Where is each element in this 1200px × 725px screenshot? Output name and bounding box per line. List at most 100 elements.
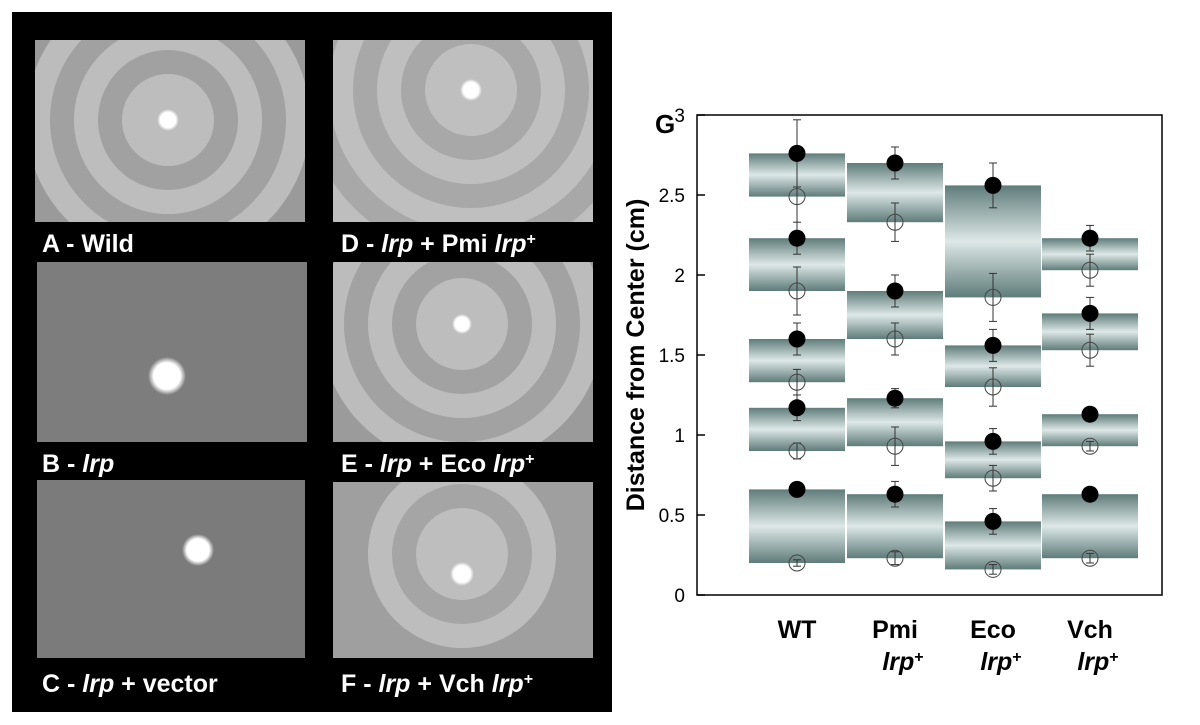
- text-segment: lrp: [492, 670, 524, 698]
- text-segment: lrp: [380, 450, 412, 478]
- open-point: [886, 437, 904, 455]
- closed-point: [1081, 304, 1099, 322]
- open-point: [788, 442, 806, 460]
- closed-point: [788, 144, 806, 162]
- text-segment: Eco: [970, 616, 1016, 644]
- closed-point: [788, 480, 806, 498]
- open-point: [886, 330, 904, 348]
- colony-spot: [450, 562, 474, 586]
- closed-point: [788, 330, 806, 348]
- text-segment: lrp: [379, 670, 411, 698]
- photo: [333, 40, 593, 222]
- photo: [37, 480, 305, 658]
- closed-point: [984, 176, 1002, 194]
- text-segment: C -: [42, 670, 82, 698]
- x-tick-label: lrp+: [1077, 648, 1118, 676]
- photo: [35, 40, 305, 222]
- closed-point: [984, 512, 1002, 530]
- colony-spot: [148, 357, 186, 395]
- photo: [37, 262, 307, 442]
- x-tick-label: Vch: [1067, 616, 1113, 644]
- text-segment: + vector: [114, 670, 218, 698]
- closed-point: [788, 229, 806, 247]
- closed-point: [984, 432, 1002, 450]
- x-tick-label: WT: [778, 616, 817, 644]
- closed-point: [886, 154, 904, 172]
- text-segment: +: [525, 451, 534, 468]
- photo: [333, 482, 593, 658]
- open-point: [1081, 549, 1099, 567]
- panel-label: E - lrp + Eco lrp+: [341, 450, 534, 478]
- open-point: [984, 288, 1002, 306]
- panel-label: G: [655, 109, 675, 139]
- text-segment: Vch: [1067, 616, 1113, 644]
- colony-spot: [157, 109, 179, 131]
- closed-point: [1081, 485, 1099, 503]
- open-point: [1081, 261, 1099, 279]
- text-segment: + Eco: [412, 450, 493, 478]
- text-segment: WT: [778, 616, 817, 644]
- closed-point: [886, 282, 904, 300]
- text-segment: + Pmi: [413, 230, 494, 258]
- text-segment: +: [1012, 649, 1021, 666]
- text-segment: lrp: [82, 670, 114, 698]
- open-point: [984, 560, 1002, 578]
- colony-spot: [182, 534, 214, 566]
- y-tick-label: 0.5: [659, 506, 685, 527]
- panel-label: F - lrp + Vch lrp+: [341, 670, 533, 698]
- x-tick-label: Eco: [970, 616, 1016, 644]
- colony-spot: [460, 79, 482, 101]
- text-segment: A - Wild: [42, 230, 134, 258]
- y-tick-label: 1.5: [659, 346, 685, 367]
- text-segment: lrp: [882, 648, 914, 676]
- open-point: [788, 188, 806, 206]
- text-segment: E -: [341, 450, 380, 478]
- open-point: [788, 373, 806, 391]
- text-segment: +: [524, 671, 533, 688]
- text-segment: Pmi: [872, 616, 918, 644]
- y-tick-label: 3: [674, 106, 685, 127]
- text-segment: lrp: [493, 450, 525, 478]
- y-tick-label: 0: [674, 586, 685, 607]
- open-point: [984, 378, 1002, 396]
- open-point: [788, 282, 806, 300]
- ring: [416, 508, 508, 600]
- text-segment: lrp: [381, 230, 413, 258]
- panel-label: C - lrp + vector: [42, 670, 218, 698]
- text-segment: +: [526, 231, 535, 248]
- open-point: [984, 469, 1002, 487]
- photo-bg: [37, 480, 305, 658]
- y-tick-label: 1: [674, 426, 685, 447]
- text-segment: B -: [42, 450, 82, 478]
- colony-spot: [452, 314, 472, 334]
- open-point: [788, 554, 806, 572]
- open-point: [886, 213, 904, 231]
- open-point: [1081, 341, 1099, 359]
- text-segment: lrp: [82, 450, 114, 478]
- x-tick-label: Pmi: [872, 616, 918, 644]
- text-segment: lrp: [980, 648, 1012, 676]
- y-axis-label: Distance from Center (cm): [622, 199, 650, 512]
- text-segment: lrp: [1077, 648, 1109, 676]
- range-band: [749, 489, 845, 563]
- x-tick-label: lrp+: [882, 648, 923, 676]
- open-point: [886, 549, 904, 567]
- text-segment: lrp: [495, 230, 527, 258]
- panel-label: D - lrp + Pmi lrp+: [341, 230, 536, 258]
- range-band: [1042, 494, 1138, 559]
- text-segment: + Vch: [410, 670, 491, 698]
- photo-bg: [37, 262, 307, 442]
- closed-point: [984, 336, 1002, 354]
- text-segment: D -: [341, 230, 381, 258]
- y-tick-label: 2.5: [659, 186, 685, 207]
- closed-point: [788, 399, 806, 417]
- text-segment: F -: [341, 670, 379, 698]
- x-tick-label: lrp+: [980, 648, 1021, 676]
- text-segment: +: [914, 649, 923, 666]
- closed-point: [886, 485, 904, 503]
- y-tick-label: 2: [674, 266, 685, 287]
- photo: [333, 262, 593, 442]
- open-point: [1081, 437, 1099, 455]
